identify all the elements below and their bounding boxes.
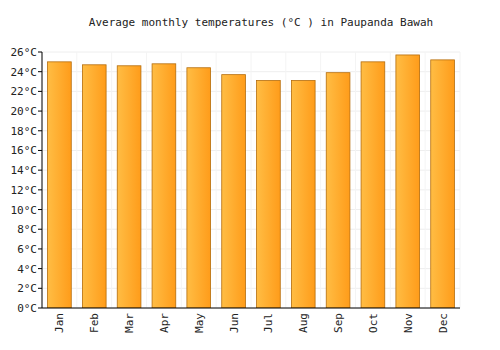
y-tick-label: 10°C [11,204,38,217]
grid-line-vertical [216,52,217,308]
y-tick [38,150,42,151]
bar [82,65,106,308]
y-tick-label: 26°C [11,46,38,59]
y-tick [38,130,42,131]
y-tick [38,209,42,210]
y-tick-label: 22°C [11,85,38,98]
y-tick [38,170,42,171]
x-tick-label: Aug [297,313,310,333]
y-tick [38,268,42,269]
y-tick [38,52,42,53]
y-tick [38,248,42,249]
y-tick-label: 12°C [11,184,38,197]
grid-line-vertical [460,52,461,308]
y-tick [38,111,42,112]
bar [48,62,72,308]
bar [187,68,211,308]
x-tick-label: May [193,313,206,333]
bar [222,75,246,308]
y-tick [38,189,42,190]
grid-line [42,308,460,309]
grid-line-vertical [285,52,286,308]
y-tick-label: 14°C [11,164,38,177]
x-tick-label: Sep [332,313,345,333]
chart-svg: Average monthly temperatures (°C ) in Pa… [0,0,500,350]
bar [326,73,350,308]
x-tick-label: Jan [53,313,66,333]
bar [257,81,281,308]
y-tick-label: 2°C [17,282,37,295]
y-tick-label: 24°C [11,66,38,79]
grid-line-vertical [251,52,252,308]
grid-line-vertical [355,52,356,308]
y-tick [38,91,42,92]
grid-line-vertical [390,52,391,308]
grid-line-vertical [111,52,112,308]
bar [396,55,420,308]
grid-line-vertical [146,52,147,308]
bar [361,62,385,308]
y-tick-label: 6°C [17,243,37,256]
y-tick-label: 16°C [11,144,38,157]
x-tick-label: Nov [402,313,415,333]
y-tick [38,308,42,309]
bar [431,60,455,308]
y-axis [42,52,43,308]
grid-line-vertical [425,52,426,308]
x-axis [42,308,460,309]
y-tick-label: 20°C [11,105,38,118]
x-tick-label: Dec [437,313,450,333]
y-tick [38,229,42,230]
x-tick-label: Jul [262,313,275,333]
grid-line-vertical [320,52,321,308]
grid-line-vertical [42,52,43,308]
y-tick-label: 8°C [17,223,37,236]
x-tick-label: Oct [367,313,380,333]
y-tick-label: 18°C [11,125,38,138]
x-tick-label: Feb [88,313,101,333]
bar [291,81,315,308]
x-tick-label: Apr [158,313,171,333]
bars [48,55,455,308]
chart-container: Average monthly temperatures (°C ) in Pa… [0,0,500,350]
x-tick-label: Mar [123,313,136,333]
y-tick [38,288,42,289]
y-tick [38,71,42,72]
grid-line-vertical [181,52,182,308]
y-tick-label: 0°C [17,302,37,315]
x-tick-label: Jun [228,313,241,333]
y-tick-label: 4°C [17,263,37,276]
title: Average monthly temperatures (°C ) in Pa… [89,16,433,29]
grid-line-vertical [76,52,77,308]
bar [152,64,176,308]
bar [117,66,141,308]
